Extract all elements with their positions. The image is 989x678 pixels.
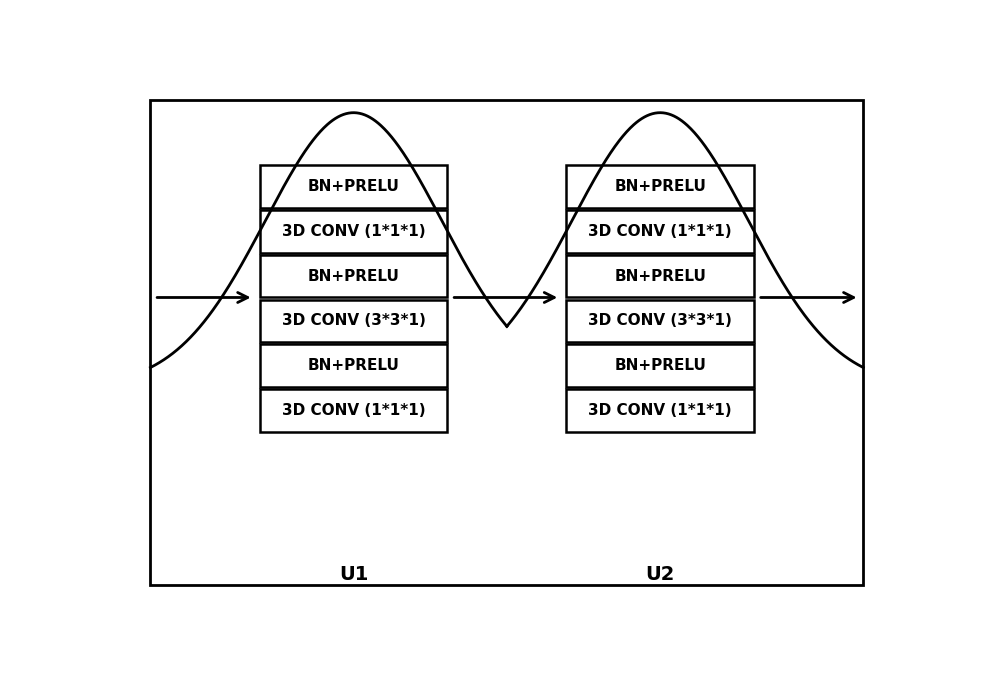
Bar bbox=[567, 344, 754, 387]
Text: 3D CONV (1*1*1): 3D CONV (1*1*1) bbox=[588, 224, 732, 239]
Bar bbox=[260, 300, 447, 342]
Text: 3D CONV (3*3*1): 3D CONV (3*3*1) bbox=[588, 313, 732, 328]
Bar bbox=[567, 389, 754, 432]
Text: BN+PRELU: BN+PRELU bbox=[308, 268, 400, 283]
Text: 3D CONV (1*1*1): 3D CONV (1*1*1) bbox=[282, 224, 425, 239]
Bar bbox=[260, 255, 447, 298]
Bar bbox=[567, 255, 754, 298]
Bar bbox=[260, 344, 447, 387]
Bar bbox=[567, 165, 754, 207]
Bar bbox=[567, 210, 754, 253]
Text: 3D CONV (3*3*1): 3D CONV (3*3*1) bbox=[282, 313, 425, 328]
Bar bbox=[567, 300, 754, 342]
Text: U1: U1 bbox=[339, 565, 368, 584]
Bar bbox=[260, 210, 447, 253]
Text: BN+PRELU: BN+PRELU bbox=[614, 268, 706, 283]
Bar bbox=[260, 389, 447, 432]
Text: U2: U2 bbox=[646, 565, 674, 584]
Text: BN+PRELU: BN+PRELU bbox=[614, 359, 706, 374]
Text: 3D CONV (1*1*1): 3D CONV (1*1*1) bbox=[588, 403, 732, 418]
Text: BN+PRELU: BN+PRELU bbox=[308, 359, 400, 374]
Bar bbox=[260, 165, 447, 207]
Text: 3D CONV (1*1*1): 3D CONV (1*1*1) bbox=[282, 403, 425, 418]
Text: BN+PRELU: BN+PRELU bbox=[308, 179, 400, 194]
Text: BN+PRELU: BN+PRELU bbox=[614, 179, 706, 194]
